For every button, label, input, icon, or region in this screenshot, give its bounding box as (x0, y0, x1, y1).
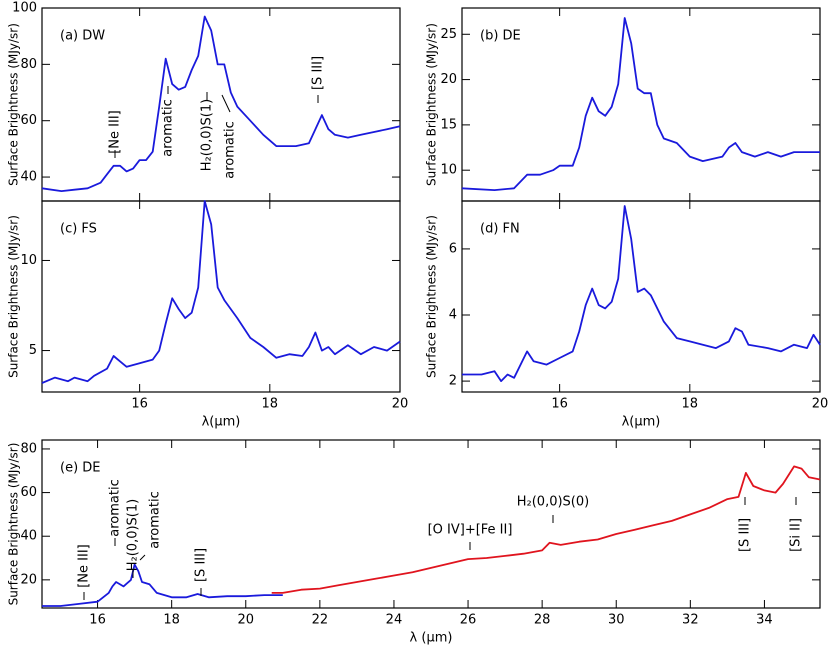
spectrum-line (41, 200, 401, 384)
x-tick-label: 34 (756, 613, 773, 628)
annotation-marker (221, 94, 231, 113)
spectrum-line (42, 563, 283, 607)
line-annotation: [Ne III] (77, 544, 92, 588)
y-axis-label: Surface Brightness (MJy/sr) (425, 23, 439, 186)
line-annotation: H₂(0,0)S(0) (517, 495, 589, 510)
panel-label: (a) DW (60, 29, 105, 44)
x-tick-label: 22 (312, 613, 329, 628)
panel-label: (d) FN (480, 222, 520, 237)
annotation-marker (139, 554, 146, 561)
plot-frame (461, 200, 821, 393)
y-axis-label: Surface Brightness (MJy/sr) (7, 215, 21, 378)
x-tick-label: 30 (608, 613, 625, 628)
x-tick-label: 32 (682, 613, 699, 628)
x-tick-label: 18 (163, 613, 180, 628)
panel-label: (e) DE (60, 461, 101, 476)
spectrum-line (271, 465, 821, 594)
line-annotation: aromatic (148, 491, 163, 548)
x-axis-label: λ (μm) (410, 631, 453, 646)
y-tick-label: 25 (440, 27, 457, 42)
x-tick-label: 16 (89, 613, 106, 628)
x-tick-label: 24 (386, 613, 403, 628)
x-axis-label: λ(μm) (622, 415, 661, 430)
spectrum-line (41, 15, 401, 192)
x-tick-label: 16 (131, 397, 148, 412)
line-annotation: [S III] (738, 518, 753, 552)
spectrum-line (462, 205, 821, 382)
x-tick-label: 16 (551, 397, 568, 412)
line-annotation: aromatic (161, 99, 176, 156)
line-annotation: [S III] (311, 56, 326, 90)
x-tick-label: 20 (812, 397, 829, 412)
y-tick-label: 10 (440, 163, 457, 178)
line-annotation: [Si II] (789, 518, 804, 552)
y-axis-label: Surface Brightness (MJy/sr) (425, 215, 439, 378)
x-tick-label: 18 (682, 397, 699, 412)
y-tick-label: 2 (449, 374, 457, 389)
x-tick-label: 28 (534, 613, 551, 628)
x-tick-label: 26 (460, 613, 477, 628)
y-axis-label: Surface Brightness (MJy/sr) (7, 23, 21, 186)
line-annotation: aromatic (108, 479, 123, 536)
y-tick-label: 5 (29, 343, 37, 358)
y-tick-label: 20 (20, 572, 37, 587)
line-annotation: [O IV]+[Fe II] (428, 523, 513, 538)
x-tick-label: 18 (262, 397, 279, 412)
y-tick-label: 60 (20, 485, 37, 500)
y-tick-label: 100 (12, 1, 37, 16)
y-tick-label: 60 (20, 113, 37, 128)
y-tick-label: 6 (449, 241, 457, 256)
y-tick-label: 4 (449, 308, 457, 323)
x-tick-label: 20 (237, 613, 254, 628)
y-tick-label: 40 (20, 529, 37, 544)
y-tick-label: 15 (440, 117, 457, 132)
y-tick-label: 40 (20, 170, 37, 185)
y-axis-label: Surface Brightness (MJy/sr) (7, 443, 21, 606)
line-annotation: H₂(0,0)S(1) (126, 499, 141, 571)
line-annotation: [S III] (194, 548, 209, 582)
x-tick-label: 20 (392, 397, 409, 412)
spectrum-line (461, 17, 820, 191)
plot-frame (41, 439, 821, 609)
panel-label: (c) FS (60, 222, 97, 237)
line-annotation: aromatic (223, 121, 238, 178)
x-axis-label: λ(μm) (202, 415, 241, 430)
y-tick-label: 80 (20, 441, 37, 456)
panel-label: (b) DE (480, 29, 521, 44)
y-tick-label: 80 (20, 57, 37, 72)
plot-frame (41, 200, 401, 393)
y-tick-label: 10 (20, 253, 37, 268)
line-annotation: [Ne III] (108, 110, 123, 154)
line-annotation: H₂(0,0)S(1) (200, 99, 215, 171)
y-tick-label: 20 (440, 72, 457, 87)
